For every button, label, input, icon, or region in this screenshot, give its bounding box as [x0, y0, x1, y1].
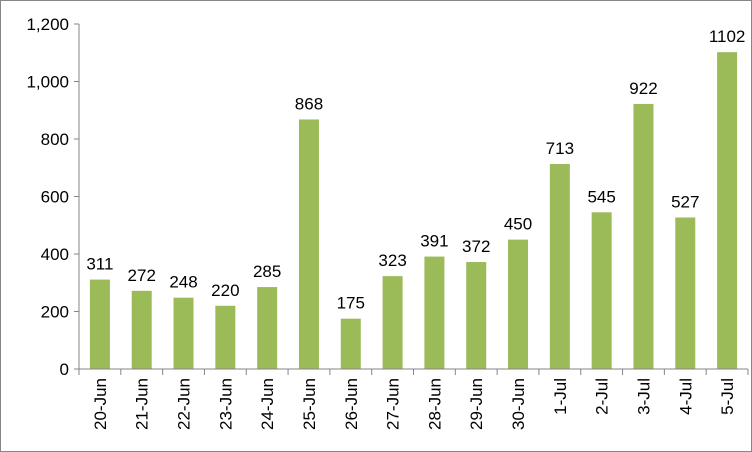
x-tick-label: 21-Jun [133, 378, 152, 430]
data-label: 713 [546, 139, 574, 158]
bar-26-jun [340, 318, 361, 369]
bar-2-jul [591, 212, 612, 369]
bar-30-jun [508, 239, 529, 369]
y-tick-label: 800 [41, 130, 69, 149]
x-tick-label: 30-Jun [509, 378, 528, 430]
y-tick-label: 400 [41, 245, 69, 264]
x-tick-label: 20-Jun [91, 378, 110, 430]
x-tick-label: 25-Jun [300, 378, 319, 430]
bar-3-jul [633, 103, 654, 370]
bar-29-jun [466, 262, 487, 369]
data-label: 248 [169, 273, 197, 292]
data-label: 391 [420, 232, 448, 251]
data-label: 922 [629, 79, 657, 98]
y-tick-label: 200 [41, 303, 69, 322]
x-tick-label: 1-Jul [551, 378, 570, 415]
y-tick-label: 1,200 [26, 15, 69, 34]
bar-21-jun [131, 290, 152, 369]
x-tick-label: 28-Jun [425, 378, 444, 430]
x-tick-label: 27-Jun [384, 378, 403, 430]
data-labels-group: 311 272 248 220 285 868 175 323 391 372 450 713 545 9… [86, 27, 745, 313]
x-axis-ticks: 20-Jun 21-Jun 22-Jun 23-Jun 24-Jun 25-Jun 26-J… [78, 369, 749, 430]
x-tick-label: 5-Jul [718, 378, 737, 415]
x-tick-label: 4-Jul [676, 378, 695, 415]
data-label: 311 [86, 255, 113, 274]
y-tick-label: 1,000 [26, 73, 69, 92]
bar-4-jul [675, 217, 696, 369]
bar-24-jun [257, 287, 278, 369]
x-tick-label: 23-Jun [216, 378, 235, 430]
data-label: 323 [378, 251, 406, 270]
bar-27-jun [382, 276, 403, 369]
data-label: 272 [128, 266, 156, 285]
data-label: 450 [504, 215, 532, 234]
bar-28-jun [424, 256, 445, 369]
data-label: 868 [295, 94, 323, 113]
y-tick-label: 600 [41, 188, 69, 207]
x-tick-label: 22-Jun [175, 378, 194, 430]
bar-1-jul [549, 164, 570, 369]
data-label: 545 [587, 187, 615, 206]
bar-25-jun [298, 119, 319, 369]
data-label: 527 [671, 192, 699, 211]
data-label: 372 [462, 237, 490, 256]
x-tick-label: 26-Jun [342, 378, 361, 430]
bar-23-jun [215, 305, 236, 369]
data-label: 285 [253, 262, 281, 281]
bar-20-jun [89, 279, 110, 369]
data-label: 175 [337, 294, 365, 313]
x-tick-label: 24-Jun [258, 378, 277, 430]
data-label: 1102 [709, 27, 746, 46]
bars-group [89, 52, 738, 370]
y-axis-ticks: 0 200 400 600 800 1,000 1,200 [26, 15, 79, 379]
x-tick-label: 29-Jun [467, 378, 486, 430]
bar-5-jul [717, 52, 738, 370]
y-tick-label: 0 [60, 360, 69, 379]
bar-22-jun [173, 297, 194, 369]
x-tick-label: 3-Jul [634, 378, 653, 415]
x-tick-label: 2-Jul [593, 378, 612, 415]
data-label: 220 [211, 281, 239, 300]
